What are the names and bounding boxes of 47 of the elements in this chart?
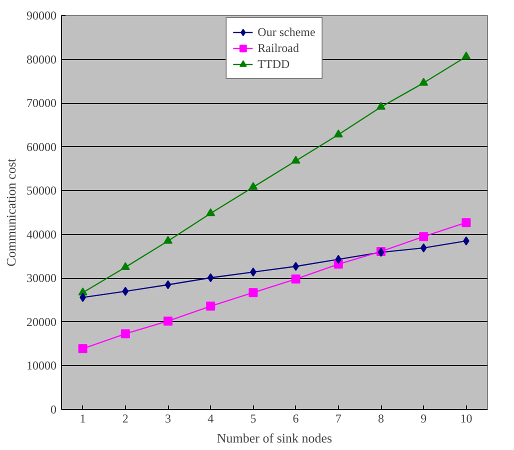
x-tick-label: 7 — [335, 412, 342, 426]
point — [164, 236, 172, 244]
point — [376, 102, 386, 110]
point — [419, 232, 428, 242]
point — [419, 78, 428, 86]
point — [462, 52, 471, 60]
x-tick-label: 5 — [250, 412, 256, 426]
x-tick-label: 3 — [165, 412, 171, 426]
point — [334, 129, 343, 138]
point — [248, 182, 258, 190]
y-tick-label: 20000 — [26, 314, 56, 329]
point — [78, 344, 88, 354]
y-tick-label: 10000 — [26, 358, 56, 373]
point — [206, 302, 216, 311]
y-axis-title: Communication cost — [4, 158, 18, 266]
y-tick-label: 90000 — [26, 8, 56, 22]
y-tick-label: 0 — [50, 402, 56, 416]
y-tick-label: 50000 — [26, 184, 56, 198]
point — [164, 316, 172, 326]
point — [164, 280, 172, 290]
legend-label: Railroad — [258, 40, 299, 56]
point — [120, 262, 130, 270]
legend-label: Our scheme — [258, 24, 316, 40]
x-tick-label: 4 — [208, 412, 214, 426]
point — [462, 218, 471, 228]
legend-label: TTDD — [258, 56, 290, 72]
point — [206, 208, 216, 216]
y-tick-label: 60000 — [26, 140, 56, 154]
y-tick-label: 40000 — [26, 227, 56, 242]
point — [207, 273, 214, 282]
point — [122, 286, 129, 296]
point — [291, 156, 300, 164]
x-tick-label: 1 — [80, 412, 86, 426]
x-tick-label: 8 — [378, 412, 384, 426]
y-tick-label: 30000 — [26, 271, 56, 286]
x-tick-label: 9 — [420, 412, 427, 426]
x-tick-label: 6 — [292, 412, 299, 426]
y-tick-label: 80000 — [26, 52, 56, 66]
x-axis-title: Number of sink nodes — [216, 430, 332, 446]
point — [335, 254, 342, 264]
y-tick-label: 70000 — [26, 96, 56, 110]
point — [420, 243, 427, 252]
point — [291, 274, 300, 284]
x-tick-label: 2 — [122, 412, 128, 426]
point — [120, 329, 130, 338]
x-tick-label: 10 — [460, 412, 472, 426]
point — [248, 288, 258, 298]
